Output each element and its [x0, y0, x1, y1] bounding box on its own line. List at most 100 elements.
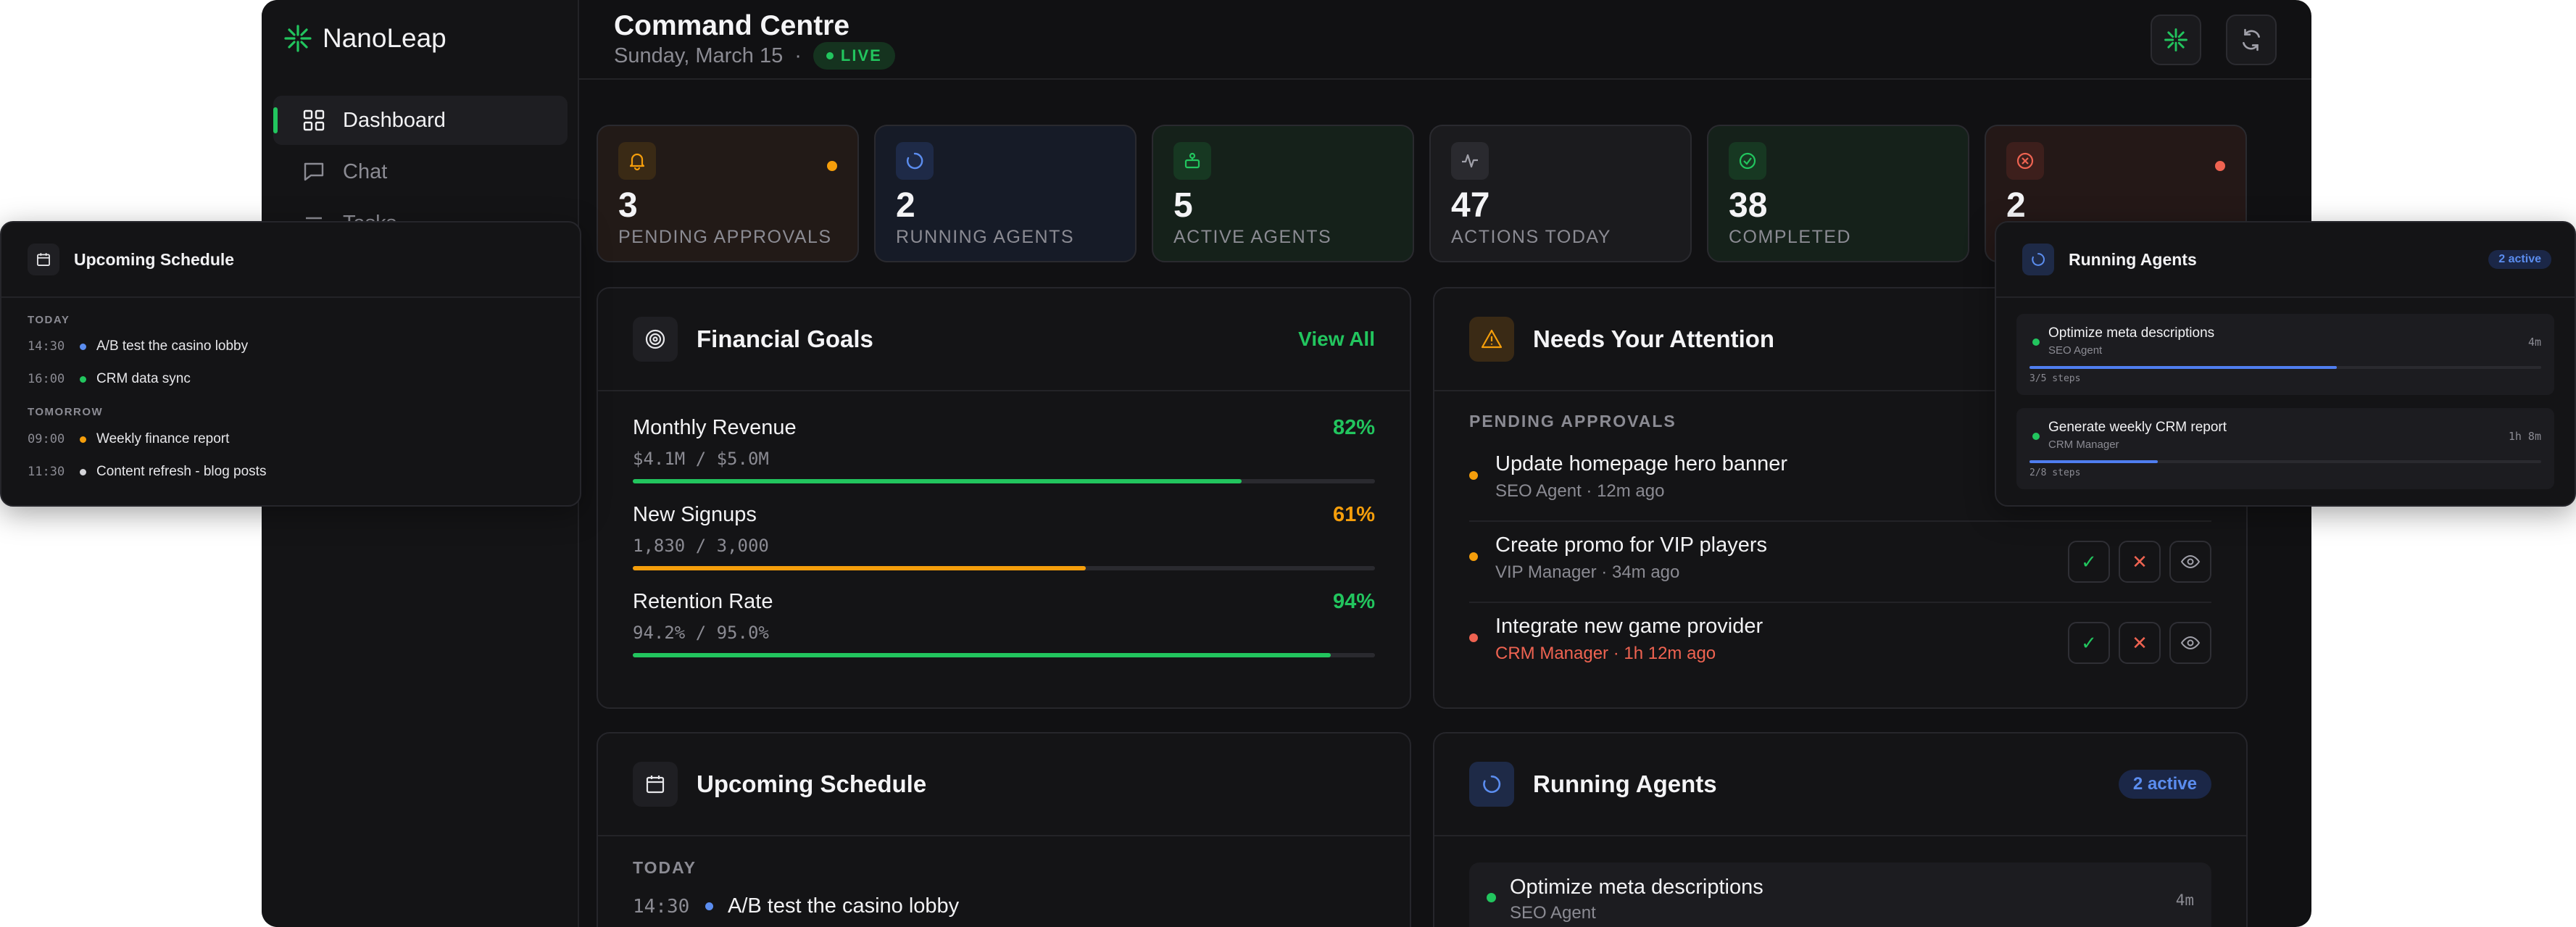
goal-percent: 94%: [1332, 590, 1375, 613]
stat-value: 3: [618, 186, 638, 225]
status-dot-icon: [2215, 161, 2225, 171]
sidebar-item-chat[interactable]: Chat: [273, 147, 568, 196]
eye-icon: [2180, 636, 2201, 650]
goal-value: $4.1M / $5.0M: [633, 449, 769, 469]
grid-icon: [303, 109, 325, 131]
section-label: TODAY: [633, 858, 697, 877]
goal-new-signups: New Signups 61% 1,830 / 3,000: [633, 503, 1375, 570]
schedule-time: 09:00: [28, 432, 65, 446]
agent-elapsed: 4m: [2175, 891, 2194, 909]
agent-name: CRM Manager: [2048, 438, 2119, 451]
brand-button[interactable]: [2151, 14, 2201, 65]
schedule-text: Weekly finance report: [96, 431, 230, 446]
approve-button[interactable]: ✓: [2068, 541, 2110, 583]
stat-value: 38: [1729, 186, 1768, 225]
goal-progress-fill: [633, 566, 1086, 570]
schedule-item[interactable]: 11:30 Content refresh - blog posts: [28, 464, 266, 480]
close-icon: ✕: [2132, 550, 2148, 573]
status-dot-icon: [80, 375, 86, 383]
agent-steps: 2/8 steps: [2029, 467, 2081, 478]
stat-card-completed[interactable]: 38 COMPLETED: [1707, 125, 1969, 262]
agent-task: Optimize meta descriptions: [2048, 325, 2215, 341]
schedule-panel: Upcoming Schedule TODAY 14:30 A/B test t…: [597, 732, 1411, 927]
schedule-time: 14:30: [28, 339, 65, 354]
warning-icon: [1469, 317, 1514, 362]
check-circle-icon: [1729, 142, 1766, 180]
agent-card[interactable]: Generate weekly CRM report CRM Manager 1…: [2016, 408, 2554, 489]
schedule-item[interactable]: 16:00 CRM data sync: [28, 371, 191, 387]
activity-icon: [1451, 142, 1489, 180]
floating-running-agents-panel: Running Agents 2 active Optimize meta de…: [1995, 221, 2576, 507]
x-circle-icon: [2006, 142, 2044, 180]
goal-value: 94.2% / 95.0%: [633, 623, 769, 643]
goal-percent: 82%: [1332, 416, 1375, 439]
brand-name: NanoLeap: [323, 23, 446, 53]
target-icon: [633, 317, 678, 362]
logo[interactable]: NanoLeap: [283, 23, 446, 54]
stat-card-running-agents[interactable]: 2 RUNNING AGENTS: [874, 125, 1137, 262]
reject-button[interactable]: ✕: [2119, 541, 2161, 583]
status-dot-icon: [80, 436, 86, 443]
view-button[interactable]: [2169, 622, 2211, 664]
goal-name: Monthly Revenue: [633, 416, 797, 439]
section-label: TOMORROW: [28, 406, 104, 418]
running-agents-panel: Running Agents 2 active Optimize meta de…: [1433, 732, 2248, 927]
section-label: TODAY: [28, 314, 70, 326]
agent-name: SEO Agent: [2048, 344, 2103, 357]
sidebar-item-dashboard[interactable]: Dashboard: [273, 96, 568, 145]
section-label: PENDING APPROVALS: [1469, 412, 1677, 431]
status-dot-icon: [827, 161, 837, 171]
reject-button[interactable]: ✕: [2119, 622, 2161, 664]
approval-item[interactable]: Create promo for VIP players VIP Manager…: [1469, 522, 2211, 603]
schedule-item[interactable]: 09:00 Weekly finance report: [28, 431, 229, 447]
approve-button[interactable]: ✓: [2068, 622, 2110, 664]
stat-label: COMPLETED: [1729, 227, 1852, 247]
panel-header: Financial Goals View All: [598, 288, 1410, 391]
view-all-link[interactable]: View All: [1298, 328, 1375, 350]
approval-meta: CRM Manager · 1h 12m ago: [1495, 644, 1716, 663]
stat-label: PENDING APPROVALS: [618, 227, 832, 247]
calendar-icon: [28, 244, 59, 275]
goal-progress-track: [633, 479, 1375, 483]
panel-title: Financial Goals: [697, 325, 873, 352]
schedule-item[interactable]: 14:30 A/B test the casino lobby: [28, 338, 248, 354]
stat-label: ACTIONS TODAY: [1451, 227, 1611, 247]
approval-item[interactable]: Update homepage hero banner SEO Agent · …: [1469, 441, 2211, 522]
view-button[interactable]: [2169, 541, 2211, 583]
nanoleap-logo-icon: [2164, 28, 2187, 51]
goal-name: New Signups: [633, 503, 757, 526]
stat-value: 5: [1173, 186, 1193, 225]
panel-header: Needs Your Attention: [1434, 288, 2246, 391]
panel-header: Upcoming Schedule: [598, 733, 1410, 836]
schedule-item[interactable]: 14:30 A/B test the casino lobby: [633, 894, 959, 918]
agent-card[interactable]: Optimize meta descriptions SEO Agent 4m: [1469, 862, 2211, 927]
agent-progress-track: [2029, 460, 2541, 463]
agent-task: Optimize meta descriptions: [1510, 876, 1763, 899]
stat-value: 2: [896, 186, 915, 225]
main-content: 3 PENDING APPROVALS 2 RUNNING AGENTS 5 A…: [579, 81, 2311, 927]
refresh-button[interactable]: [2226, 14, 2277, 65]
goal-value: 1,830 / 3,000: [633, 536, 769, 556]
approval-meta: SEO Agent · 12m ago: [1495, 481, 1665, 501]
calendar-icon: [633, 762, 678, 807]
spinner-icon: [2022, 244, 2054, 275]
agent-progress-fill: [2029, 366, 2337, 369]
live-badge: LIVE: [813, 42, 895, 70]
status-dot-icon: [1469, 471, 1478, 480]
goal-progress-track: [633, 653, 1375, 657]
status-dot-icon: [2032, 338, 2040, 346]
agent-progress-fill: [2029, 460, 2158, 463]
active-count-badge: 2 active: [2488, 250, 2551, 269]
schedule-text: CRM data sync: [96, 371, 191, 386]
panel-title: Needs Your Attention: [1533, 325, 1775, 352]
schedule-time: 16:00: [28, 372, 65, 386]
stat-card-actions-today[interactable]: 47 ACTIONS TODAY: [1429, 125, 1692, 262]
approval-item[interactable]: Integrate new game provider CRM Manager …: [1469, 603, 2211, 684]
status-dot-icon: [705, 902, 713, 910]
eye-icon: [2180, 554, 2201, 569]
stat-card-pending-approvals[interactable]: 3 PENDING APPROVALS: [597, 125, 859, 262]
stat-card-active-agents[interactable]: 5 ACTIVE AGENTS: [1152, 125, 1414, 262]
stat-label: ACTIVE AGENTS: [1173, 227, 1332, 247]
agent-card[interactable]: Optimize meta descriptions SEO Agent 4m …: [2016, 314, 2554, 395]
goal-progress-fill: [633, 479, 1242, 483]
